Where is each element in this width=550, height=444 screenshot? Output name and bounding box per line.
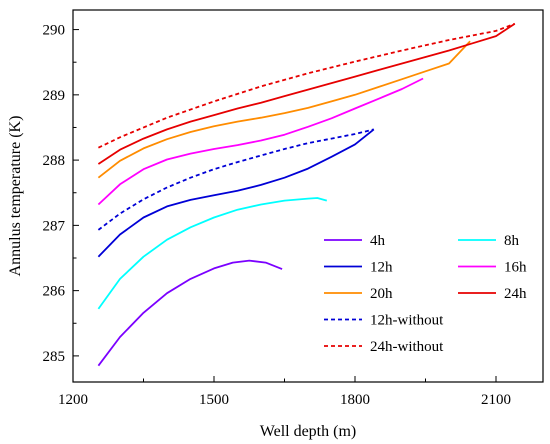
series-line-16h [97, 77, 424, 206]
x-tick-label: 1500 [199, 392, 229, 408]
series-line-12h [97, 128, 375, 258]
legend: 4h 8h 12h 16h 20h 24h 12h-without 24h-without [324, 233, 527, 355]
series-line-24h-without [98, 22, 516, 149]
y-tick-label: 285 [43, 349, 66, 365]
y-tick-label: 287 [43, 218, 66, 234]
legend-label-4h: 4h [370, 233, 386, 249]
y-axis-title: Annulus temperature (K) [7, 116, 24, 277]
legend-label-12h-without: 12h-without [370, 313, 444, 329]
x-tick-label: 1200 [58, 392, 88, 408]
series-line-20h [97, 40, 471, 179]
series-line-24h [97, 22, 516, 165]
series-line-8h [97, 197, 328, 310]
legend-label-20h: 20h [370, 286, 393, 302]
y-tick-label: 286 [43, 284, 66, 300]
legend-label-24h-without: 24h-without [370, 339, 444, 355]
axis-ticks: 1200 1500 1800 2100 285 286 287 288 289 290 [43, 23, 512, 408]
plot-frame [72, 9, 544, 383]
series-line-4h [97, 259, 283, 367]
x-tick-label: 1800 [340, 392, 370, 408]
y-tick-label: 289 [43, 88, 66, 104]
legend-label-12h: 12h [370, 260, 393, 276]
y-tick-label: 288 [43, 153, 66, 169]
legend-label-24h: 24h [504, 286, 527, 302]
series-line-12h-without [97, 128, 375, 231]
x-axis-title: Well depth (m) [260, 423, 356, 440]
legend-label-8h: 8h [504, 233, 520, 249]
y-tick-label: 290 [43, 23, 66, 39]
x-tick-label: 2100 [481, 392, 511, 408]
series-lines [97, 22, 516, 367]
legend-label-16h: 16h [504, 260, 527, 276]
